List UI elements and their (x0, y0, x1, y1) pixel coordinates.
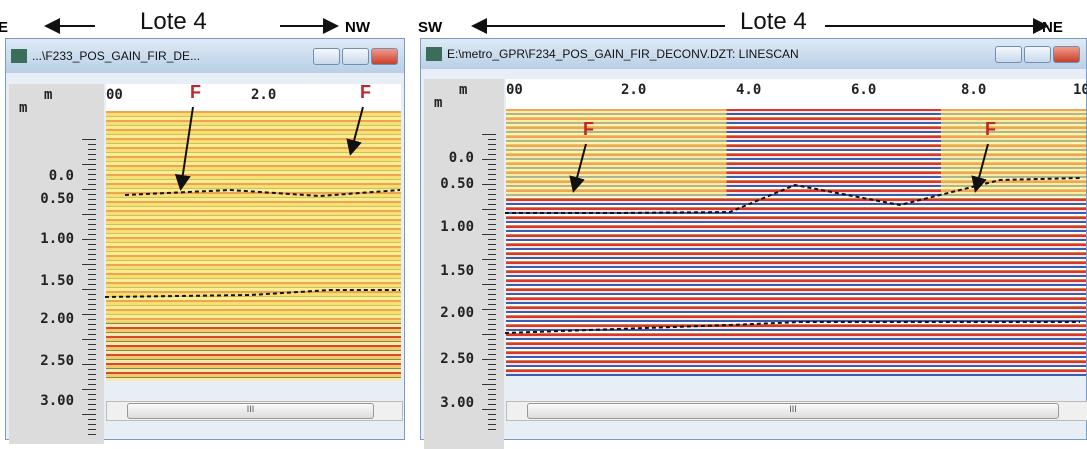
horizon-line (125, 190, 400, 196)
arrow (181, 107, 193, 187)
arrow (574, 144, 586, 189)
horizon-line (105, 290, 400, 297)
arrow (976, 144, 988, 189)
horizon-line (505, 178, 1080, 213)
screen: SELote 4NW...\F233_POS_GAIN_FIR_DE...mm0… (0, 0, 1087, 449)
arrow (351, 107, 363, 152)
horizon-line (505, 322, 1080, 333)
overlay (0, 0, 1087, 449)
